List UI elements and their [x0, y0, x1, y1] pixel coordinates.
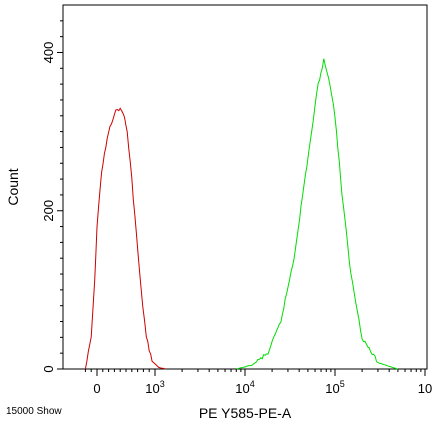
- x-tick-label: 10: [418, 381, 432, 396]
- histogram-series-2: [236, 58, 399, 370]
- x-tick-base: 10: [325, 381, 339, 396]
- histogram-series-1: [84, 107, 166, 370]
- x-tick-base: 10: [418, 381, 432, 396]
- x-tick-exponent: 4: [250, 379, 255, 389]
- x-tick-base: 10: [145, 381, 159, 396]
- footnote-event-count: 15000 Show: [6, 406, 62, 417]
- y-axis-title: Count: [5, 168, 21, 205]
- series-layer: [84, 58, 399, 370]
- plot-frame: [62, 4, 428, 370]
- x-tick-exponent: 3: [160, 379, 165, 389]
- y-axis-ticks: 0 200 400: [41, 20, 63, 373]
- x-tick-label: 0: [93, 381, 100, 396]
- x-tick-label: 103: [145, 379, 164, 396]
- x-tick-base: 0: [93, 381, 100, 396]
- y-tick-label: 400: [41, 42, 56, 64]
- x-tick-base: 10: [235, 381, 249, 396]
- x-tick-label: 104: [235, 379, 254, 396]
- x-tick-exponent: 5: [340, 379, 345, 389]
- x-tick-label: 105: [325, 379, 344, 396]
- y-tick-label: 200: [41, 200, 56, 222]
- x-axis-title: PE Y585-PE-A: [199, 405, 292, 421]
- x-axis-ticks: 0 103 104 105 10: [84, 369, 432, 396]
- y-tick-label: 0: [41, 365, 56, 372]
